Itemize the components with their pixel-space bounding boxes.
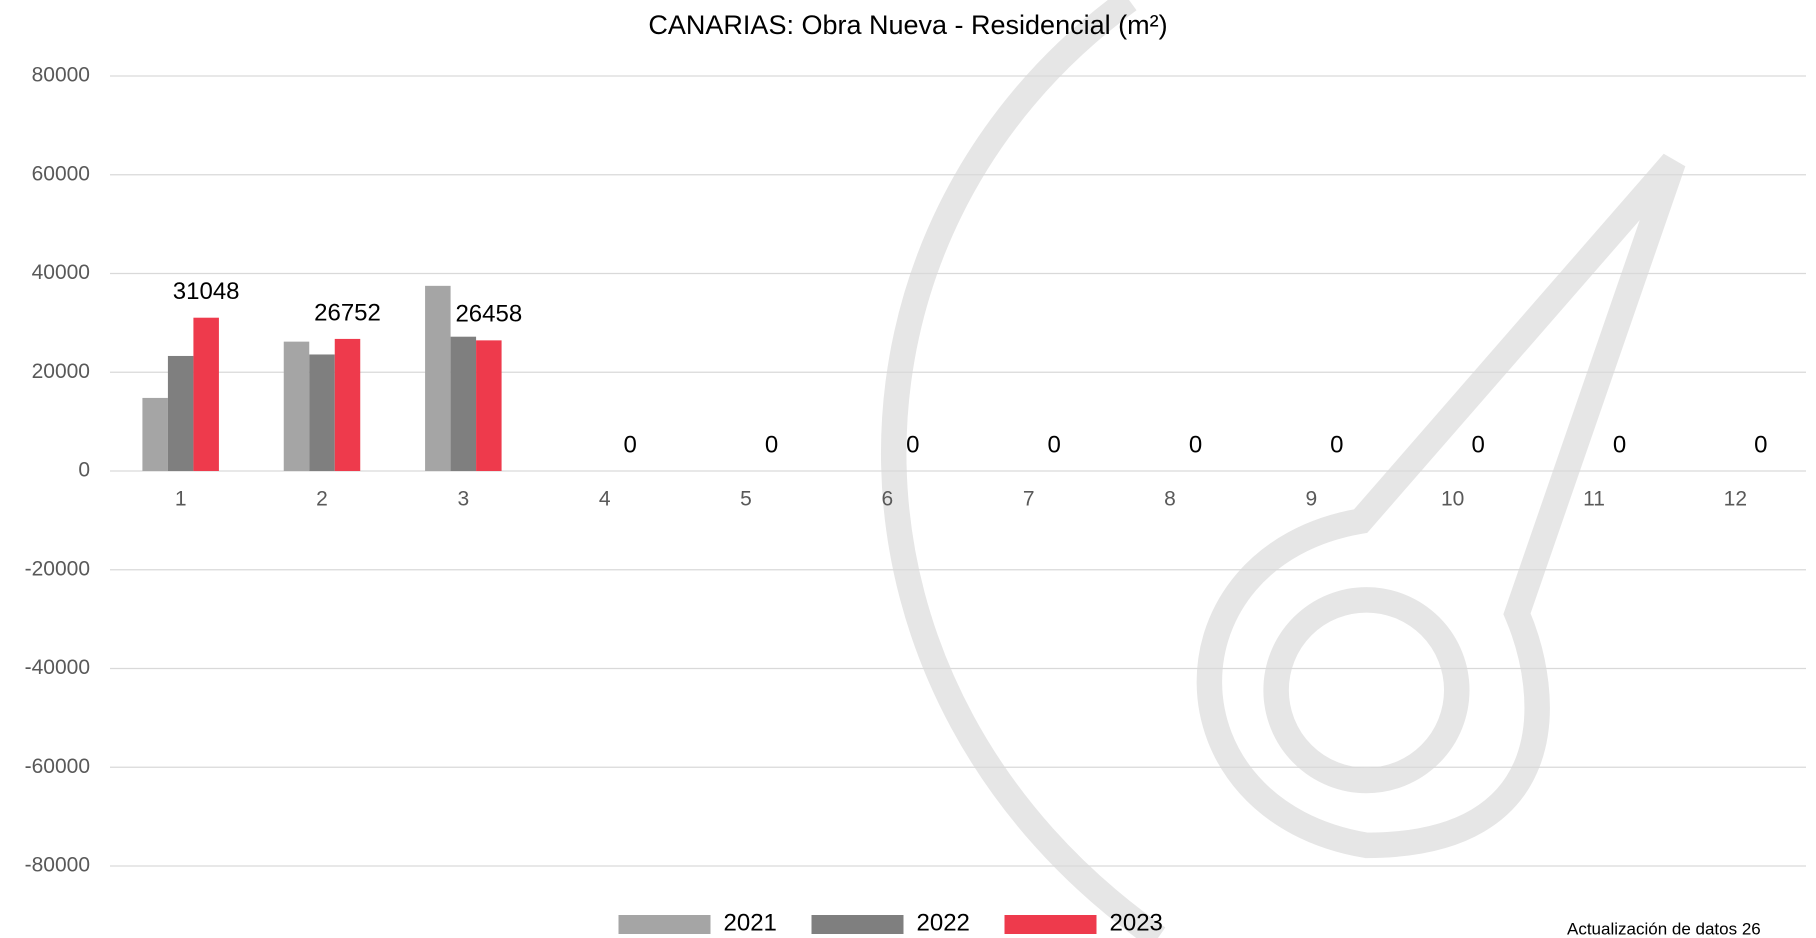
chart-title: CANARIAS: Obra Nueva - Residencial (m²) — [648, 10, 1167, 40]
bar — [167, 355, 194, 471]
legend-swatch — [1004, 915, 1097, 934]
legend-swatch — [811, 915, 904, 934]
bar — [193, 317, 219, 471]
bar — [142, 397, 168, 471]
legend-label: 2023 — [1110, 909, 1163, 936]
y-tick-label: -80000 — [25, 854, 90, 877]
x-tick-label: 5 — [740, 488, 752, 511]
y-tick-label: 20000 — [32, 360, 90, 383]
watermark — [881, 0, 1686, 938]
data-label: 0 — [1471, 431, 1484, 458]
data-label: 0 — [906, 431, 919, 458]
y-tick-label: -40000 — [25, 656, 90, 679]
y-tick-label: 60000 — [32, 162, 90, 185]
data-label: 0 — [1189, 431, 1202, 458]
bar — [309, 354, 335, 471]
data-label: 0 — [1330, 431, 1343, 458]
y-tick-label: 40000 — [32, 261, 90, 284]
data-label: 31048 — [173, 278, 240, 305]
data-label: 0 — [1047, 431, 1060, 458]
x-tick-label: 6 — [881, 488, 893, 511]
y-tick-label: 80000 — [32, 64, 90, 87]
x-tick-label: 9 — [1305, 488, 1317, 511]
data-label: 0 — [1754, 431, 1767, 458]
x-tick-label: 2 — [316, 488, 328, 511]
y-tick-label: -60000 — [25, 755, 90, 778]
y-tick-label: 0 — [78, 459, 90, 482]
x-tick-label: 11 — [1583, 488, 1605, 511]
data-label: 0 — [765, 431, 778, 458]
bar — [425, 285, 451, 471]
y-tick-label: -20000 — [25, 557, 90, 580]
data-label: 26458 — [455, 301, 522, 328]
data-label: 0 — [623, 431, 636, 458]
x-tick-label: 4 — [599, 488, 611, 511]
data-label: 0 — [1613, 431, 1626, 458]
bar — [476, 340, 502, 471]
x-tick-label: 8 — [1164, 488, 1176, 511]
data-label: 26752 — [314, 299, 381, 326]
bar — [450, 336, 477, 471]
legend-label: 2021 — [724, 909, 777, 936]
x-tick-label: 12 — [1724, 488, 1747, 511]
x-tick-label: 7 — [1023, 488, 1035, 511]
x-tick-label: 3 — [457, 488, 469, 511]
legend-swatch — [618, 915, 711, 934]
x-tick-label: 1 — [175, 488, 187, 511]
bar — [283, 341, 310, 471]
bar — [334, 338, 361, 471]
footnote: Actualización de datos 26 — [1567, 919, 1761, 938]
legend-label: 2022 — [917, 909, 970, 936]
x-tick-label: 10 — [1441, 488, 1464, 511]
